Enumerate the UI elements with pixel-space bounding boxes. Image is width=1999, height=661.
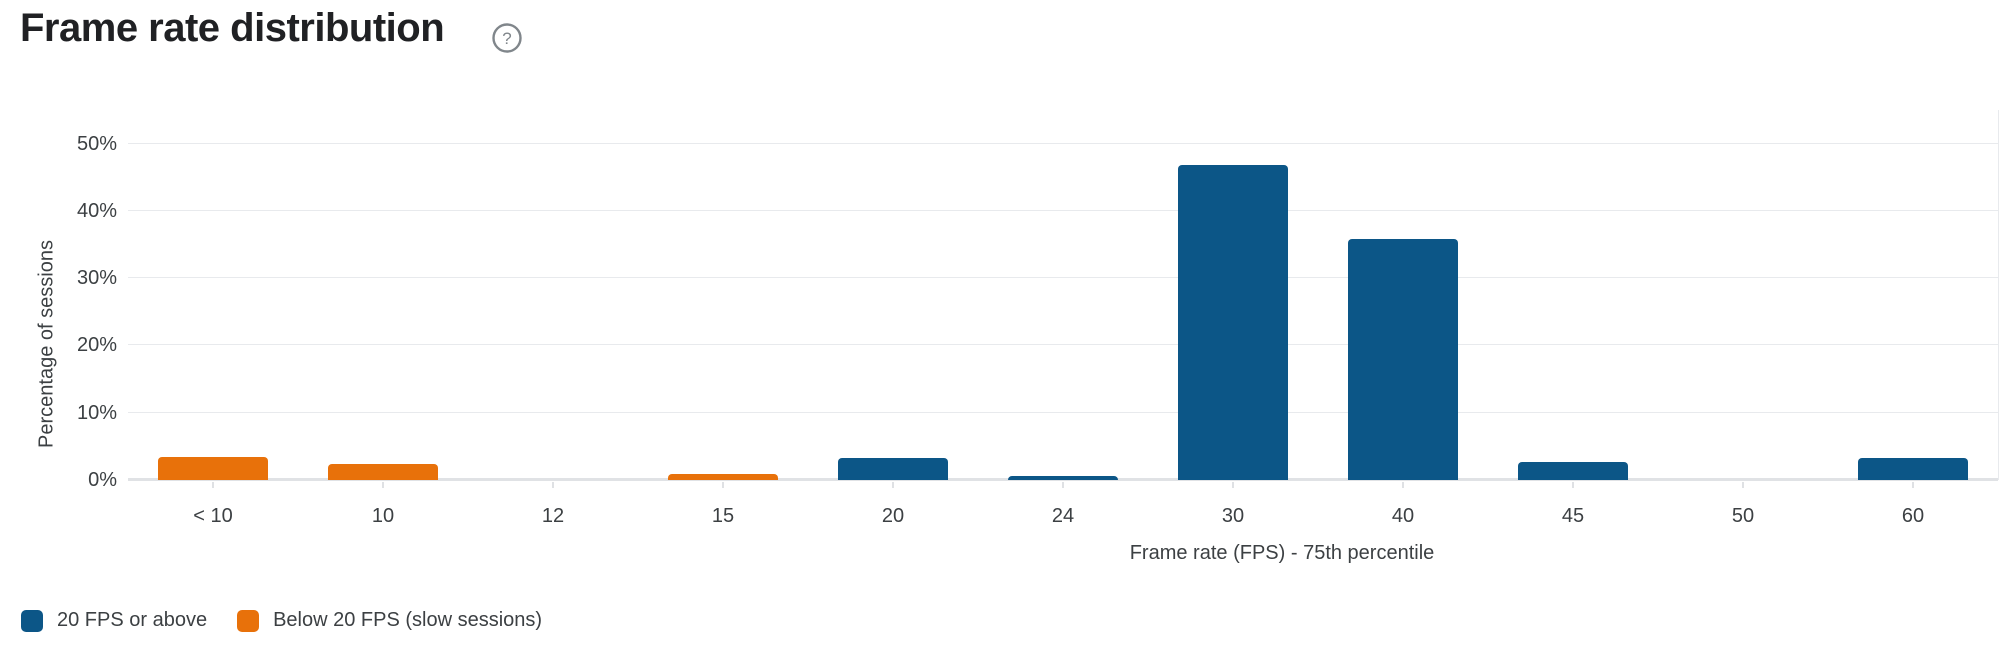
svg-text:?: ?: [502, 29, 511, 48]
x-axis-tick-label: 60: [1901, 505, 1925, 527]
bar[interactable]: [1008, 475, 1118, 480]
bar-band-10: < 10: [128, 110, 298, 527]
bar-band-45: 45: [1488, 110, 1658, 527]
legend-label: Below 20 FPS (slow sessions): [273, 609, 543, 631]
bar-band-40: 40: [1318, 110, 1488, 527]
legend-item-below-20fps: Below 20 FPS (slow sessions): [237, 609, 542, 632]
x-axis-tick-label: 10: [371, 505, 395, 527]
x-axis-tick: [382, 482, 384, 488]
bar[interactable]: [1178, 164, 1288, 480]
gridline: [128, 209, 1998, 211]
bar-band-10: 10: [298, 110, 468, 527]
x-axis-tick: [722, 482, 724, 488]
y-axis-tick-label: 0%: [88, 469, 117, 491]
bar-band-30: 30: [1148, 110, 1318, 527]
y-axis-tick-label: 20%: [76, 334, 117, 357]
legend-item-20fps-or-above: 20 FPS or above: [21, 609, 207, 632]
bar[interactable]: [1518, 461, 1628, 480]
x-axis-tick: [1912, 482, 1914, 488]
x-axis-tick: [212, 482, 214, 488]
bar-band-15: 15: [638, 110, 808, 527]
x-axis-tick-label: 30: [1221, 505, 1245, 527]
bar[interactable]: [158, 457, 268, 480]
x-axis-tick: [892, 482, 894, 488]
bar[interactable]: [328, 463, 438, 480]
gridline: [128, 411, 1998, 413]
x-axis-tick-label: 45: [1561, 505, 1585, 527]
x-axis-tick: [1742, 482, 1744, 488]
x-axis-tick: [552, 482, 554, 488]
x-axis-tick-label: 20: [881, 505, 905, 527]
x-axis-tick: [1062, 482, 1064, 488]
x-axis-tick: [1232, 482, 1234, 488]
bar-band-60: 60: [1828, 110, 1998, 527]
legend-label: 20 FPS or above: [57, 609, 208, 631]
legend-swatch-blue-icon: [21, 609, 43, 632]
x-axis-tick-label: 15: [711, 505, 735, 527]
chart-legend: 20 FPS or above Below 20 FPS (slow sessi…: [21, 609, 542, 632]
bar-band-20: 20: [808, 110, 978, 527]
gridline: [128, 142, 1998, 144]
gridline: [128, 344, 1998, 346]
x-axis-tick: [1402, 482, 1404, 488]
x-axis-tick-label: < 10: [193, 505, 233, 527]
bar-band-50: 50: [1658, 110, 1828, 527]
x-axis-tick-label: 24: [1051, 505, 1075, 527]
gridline: [128, 277, 1998, 279]
plot-area: < 10 10 12 15 20 24 30 40 45 50 60: [128, 110, 1999, 527]
help-icon[interactable]: ?: [491, 22, 523, 54]
y-axis-tick-label: 40%: [76, 199, 117, 222]
bar[interactable]: [668, 473, 778, 480]
y-axis-tick-label: 30%: [76, 267, 117, 290]
y-axis-tick-label: 10%: [76, 401, 117, 424]
x-axis-title: Frame rate (FPS) - 75th percentile: [1129, 542, 1435, 564]
bar[interactable]: [838, 458, 948, 480]
x-axis-tick-label: 12: [541, 505, 565, 527]
x-axis-tick-label: 50: [1731, 505, 1755, 527]
x-axis-tick: [1572, 482, 1574, 488]
y-axis-labels: 0% 10% 20% 30% 40% 50%: [0, 110, 117, 491]
y-axis-tick-label: 50%: [76, 132, 117, 155]
bar-band-12: 12: [468, 110, 638, 527]
bar[interactable]: [1858, 458, 1968, 480]
legend-swatch-orange-icon: [237, 609, 260, 632]
bar-band-24: 24: [978, 110, 1148, 527]
page-title: Frame rate distribution: [20, 6, 445, 50]
bar[interactable]: [1348, 238, 1458, 480]
x-axis-tick-label: 40: [1391, 505, 1415, 527]
